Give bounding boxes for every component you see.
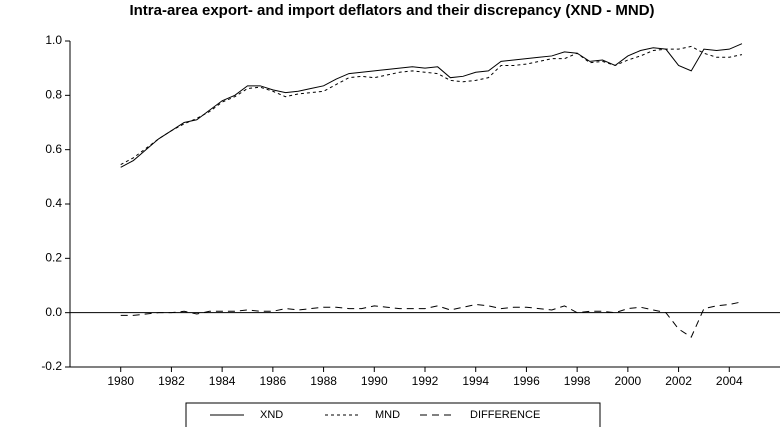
x-tick-label: 1984	[209, 374, 236, 388]
x-tick-label: 1980	[107, 374, 134, 388]
series-line	[120, 301, 743, 338]
series-line	[120, 45, 743, 166]
legend-label: DIFFERENCE	[470, 409, 540, 421]
x-tick-label: 1982	[158, 374, 185, 388]
x-tick-label: 1994	[462, 374, 489, 388]
x-tick-label: 1992	[412, 374, 439, 388]
x-tick-label: 1996	[513, 374, 540, 388]
x-tick-label: 2004	[716, 374, 743, 388]
y-tick-label: 1.0	[45, 33, 62, 47]
y-tick-label: 0.0	[45, 305, 62, 319]
y-tick-label: -0.2	[41, 359, 62, 373]
x-tick-label: 1986	[260, 374, 287, 388]
y-tick-label: 0.8	[45, 88, 62, 102]
x-tick-label: 1988	[310, 374, 337, 388]
x-tick-label: 1998	[564, 374, 591, 388]
y-tick-label: 0.4	[45, 196, 62, 210]
series-line	[120, 43, 743, 168]
legend-box	[185, 402, 601, 427]
y-tick-label: 0.2	[45, 251, 62, 265]
chart-title: Intra-area export- and import deflators …	[129, 2, 654, 19]
x-tick-label: 1990	[361, 374, 388, 388]
legend-label: XND	[260, 409, 283, 421]
x-tick-label: 2002	[665, 374, 692, 388]
y-tick-label: 0.6	[45, 142, 62, 156]
x-tick-label: 2000	[615, 374, 642, 388]
legend-label: MND	[375, 409, 400, 421]
